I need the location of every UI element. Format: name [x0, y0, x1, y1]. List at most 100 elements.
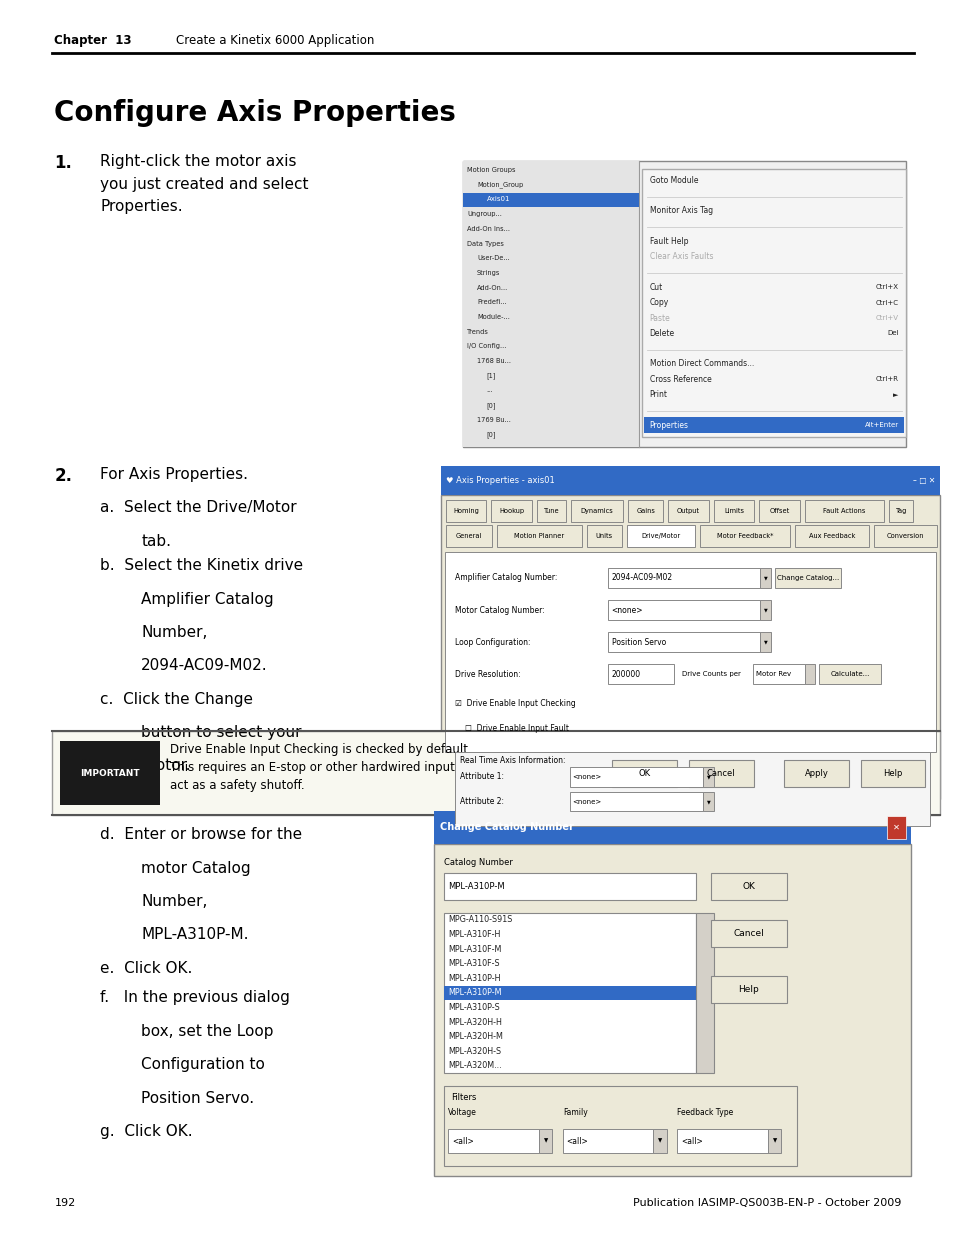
Bar	[448, 1129, 538, 1153]
Bar	[860, 760, 924, 787]
Text: Drive Resolution:: Drive Resolution:	[455, 669, 520, 679]
Text: MPL-A310F-H: MPL-A310F-H	[448, 930, 500, 939]
Text: Real Time Axis Information:: Real Time Axis Information:	[459, 756, 565, 764]
Bar	[52, 731, 939, 815]
Text: MPL-A320M...: MPL-A320M...	[448, 1061, 501, 1071]
Text: Configure Axis Properties: Configure Axis Properties	[54, 99, 456, 127]
Text: Clear Axis Faults: Clear Axis Faults	[649, 252, 713, 262]
Text: 192: 192	[54, 1198, 75, 1208]
Bar	[627, 500, 662, 522]
Text: Add-On...: Add-On...	[476, 284, 508, 290]
Text: MPL-A310P-M.: MPL-A310P-M.	[141, 927, 249, 942]
Text: <all>: <all>	[452, 1136, 474, 1146]
Text: MPL-A310P-S: MPL-A310P-S	[448, 1003, 499, 1011]
Bar	[562, 1129, 653, 1153]
Text: button to select your: button to select your	[141, 725, 301, 740]
Bar	[462, 194, 639, 207]
Text: MPG-A110-S91S: MPG-A110-S91S	[448, 915, 512, 925]
Text: Fault Help: Fault Help	[649, 237, 687, 246]
Text: Cut: Cut	[649, 283, 662, 291]
Text: 1769 Bu...: 1769 Bu...	[476, 417, 511, 422]
Bar	[443, 986, 696, 1000]
Bar	[612, 760, 677, 787]
Bar	[774, 568, 841, 588]
Text: ▼: ▼	[763, 608, 766, 613]
Text: Number,: Number,	[141, 625, 208, 640]
Bar	[462, 161, 639, 447]
Text: Number,: Number,	[141, 894, 208, 909]
Bar	[760, 568, 770, 588]
Text: motor Catalog: motor Catalog	[141, 861, 251, 876]
Text: Ctrl+X: Ctrl+X	[875, 284, 898, 290]
Text: Apply: Apply	[803, 768, 828, 778]
Text: Drive Enable Input Checking is checked by default.
This requires an E-stop or ot: Drive Enable Input Checking is checked b…	[170, 743, 471, 793]
Text: [0]: [0]	[486, 431, 496, 438]
Bar	[497, 525, 581, 547]
Text: Change Catalog Number: Change Catalog Number	[439, 823, 573, 832]
Text: 2.: 2.	[54, 467, 72, 485]
Text: Trends: Trends	[467, 329, 489, 335]
Bar	[434, 844, 910, 1176]
Text: Publication IASIMP-QS003B-EN-P - October 2009: Publication IASIMP-QS003B-EN-P - October…	[633, 1198, 901, 1208]
Bar	[804, 500, 883, 522]
Text: b.  Select the Kinetix drive: b. Select the Kinetix drive	[100, 558, 303, 573]
Bar	[607, 664, 674, 684]
Bar	[455, 752, 929, 826]
Bar	[434, 811, 910, 844]
Text: Catalog Number: Catalog Number	[443, 858, 512, 867]
Text: Loop Configuration:: Loop Configuration:	[455, 637, 530, 647]
Text: Print: Print	[649, 390, 667, 399]
Bar	[571, 500, 622, 522]
Bar	[702, 792, 713, 811]
Text: a.  Select the Drive/Motor: a. Select the Drive/Motor	[100, 500, 296, 515]
Bar	[443, 913, 696, 1073]
Text: 2094-AC09-M02: 2094-AC09-M02	[611, 573, 672, 583]
Text: OK: OK	[741, 882, 755, 892]
Text: [0]: [0]	[486, 401, 496, 409]
Text: ✕: ✕	[892, 823, 900, 832]
Bar	[702, 767, 713, 787]
Text: Configuration to: Configuration to	[141, 1057, 265, 1072]
Text: – □ ✕: – □ ✕	[912, 475, 934, 485]
Text: Delete: Delete	[649, 329, 674, 338]
Bar	[569, 767, 702, 787]
Text: ▼: ▼	[658, 1139, 661, 1144]
Bar	[443, 1086, 796, 1166]
Text: MPL-A310F-S: MPL-A310F-S	[448, 960, 499, 968]
Text: Ctrl+C: Ctrl+C	[875, 300, 898, 306]
Text: Attribute 1:: Attribute 1:	[459, 772, 503, 782]
Text: OK: OK	[639, 768, 650, 778]
Text: Help: Help	[882, 768, 902, 778]
Text: <none>: <none>	[611, 605, 642, 615]
Text: box, set the Loop: box, set the Loop	[141, 1024, 274, 1039]
Bar	[886, 816, 905, 839]
Text: <none>: <none>	[572, 799, 601, 804]
Text: Gains: Gains	[636, 509, 655, 514]
Text: Help: Help	[738, 984, 759, 994]
Text: c.  Click the Change: c. Click the Change	[100, 692, 253, 706]
Bar	[440, 466, 939, 495]
Text: Del: Del	[886, 330, 898, 336]
Text: Tune: Tune	[543, 509, 558, 514]
Text: Offset: Offset	[769, 509, 789, 514]
Text: ▼: ▼	[772, 1139, 776, 1144]
Text: Goto Module: Goto Module	[649, 175, 698, 185]
Text: ▼: ▼	[763, 576, 766, 580]
Text: Ctrl+R: Ctrl+R	[875, 377, 898, 383]
Text: Units: Units	[595, 534, 612, 538]
Bar	[641, 169, 905, 437]
Bar	[653, 1129, 666, 1153]
Text: Monitor Axis Tag: Monitor Axis Tag	[649, 206, 712, 215]
Text: MPL-A310F-M: MPL-A310F-M	[448, 945, 501, 953]
Text: MPL-A310P-H: MPL-A310P-H	[448, 974, 500, 983]
Text: <all>: <all>	[680, 1136, 702, 1146]
Text: ►: ►	[892, 391, 898, 398]
Text: Calculate...: Calculate...	[830, 672, 869, 677]
Text: Ungroup...: Ungroup...	[467, 211, 502, 217]
Text: Family: Family	[562, 1108, 587, 1116]
Text: ▼: ▼	[706, 774, 710, 779]
Bar	[873, 525, 936, 547]
Text: d.  Enter or browse for the: d. Enter or browse for the	[100, 827, 302, 842]
Text: Position Servo: Position Servo	[611, 637, 665, 647]
Text: Alt+Enter: Alt+Enter	[863, 422, 898, 429]
